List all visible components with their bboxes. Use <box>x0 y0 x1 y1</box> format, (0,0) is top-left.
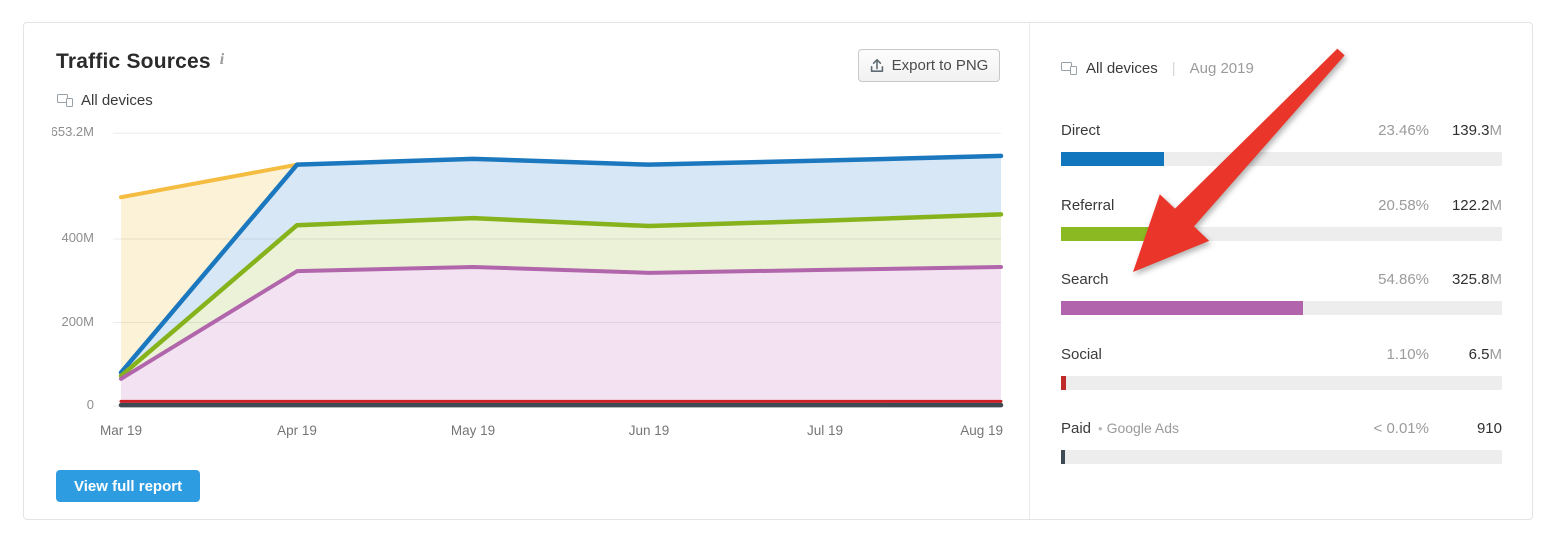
source-label: Referral <box>1061 197 1115 214</box>
x-axis-tick: May 19 <box>450 423 496 438</box>
source-sublabel: Google Ads <box>1106 420 1179 436</box>
device-filter-label: All devices <box>81 92 153 109</box>
source-value: 6.5M <box>1468 346 1502 363</box>
source-bar-fill <box>1061 152 1165 166</box>
source-label: Social <box>1061 346 1102 363</box>
source-bar-track <box>1061 152 1502 166</box>
source-percent: 54.86% <box>1378 271 1429 288</box>
source-label: Paid <box>1061 420 1092 437</box>
x-axis-tick: Jul 19 <box>806 423 844 438</box>
view-full-report-button[interactable]: View full report <box>56 470 201 502</box>
device-filter-label: All devices <box>1086 60 1158 77</box>
period-label: Aug 2019 <box>1189 60 1254 77</box>
export-png-button[interactable]: Export to PNG <box>858 49 1000 82</box>
y-axis-tick: 653.2M <box>52 126 94 140</box>
source-bar-fill <box>1061 227 1152 241</box>
source-percent: 20.58% <box>1378 197 1429 214</box>
title-row: Traffic Sources i <box>56 50 224 74</box>
x-axis-tick: Mar 19 <box>99 423 143 438</box>
source-value: 139.3M <box>1451 122 1502 139</box>
separator: | <box>1171 60 1176 77</box>
x-axis-tick: Apr 19 <box>277 423 317 438</box>
source-bar-track <box>1061 450 1502 464</box>
source-label: Direct <box>1061 122 1101 139</box>
source-row-search: Search 54.86% 325.8M <box>1061 271 1502 319</box>
source-row-social: Social 1.10% 6.5M <box>1061 346 1502 394</box>
source-percent: 23.46% <box>1378 122 1429 139</box>
dot-separator: • <box>1098 421 1103 436</box>
x-axis-tick: Aug 19 <box>960 423 1003 438</box>
source-bar-fill <box>1061 450 1065 464</box>
source-value: 325.8M <box>1451 271 1502 288</box>
y-axis-tick: 0 <box>86 397 94 412</box>
chart-section: Traffic Sources i Export to PNG All devi… <box>24 23 1030 519</box>
source-label: Search <box>1061 271 1109 288</box>
widget-title: Traffic Sources <box>56 50 211 73</box>
info-icon[interactable]: i <box>219 51 225 68</box>
source-bar-track <box>1061 301 1502 315</box>
source-row-referral: Referral 20.58% 122.2M <box>1061 197 1502 245</box>
y-axis-tick: 200M <box>61 313 94 329</box>
source-percent: 1.10% <box>1386 346 1429 363</box>
export-icon <box>870 59 883 72</box>
source-bar-fill <box>1061 376 1066 390</box>
device-filter: All devices <box>57 92 153 109</box>
source-bar-fill <box>1061 301 1303 315</box>
traffic-chart[interactable] <box>52 126 1006 416</box>
source-row-paid: Paid • Google Ads < 0.01% 910 <box>1061 420 1502 468</box>
devices-icon <box>1061 62 1077 75</box>
source-row-direct: Direct 23.46% 139.3M <box>1061 122 1502 170</box>
x-axis-tick: Jun 19 <box>628 423 670 438</box>
source-value: 910 <box>1476 420 1502 437</box>
export-button-label: Export to PNG <box>891 57 989 74</box>
source-bar-track <box>1061 376 1502 390</box>
sources-panel: All devices | Aug 2019 Direct 23.46% 139… <box>1031 23 1532 519</box>
sources-panel-header: All devices | Aug 2019 <box>1061 60 1254 77</box>
devices-icon <box>57 94 73 107</box>
source-value: 122.2M <box>1451 197 1502 214</box>
source-bar-track <box>1061 227 1502 241</box>
source-percent: < 0.01% <box>1373 420 1429 437</box>
traffic-sources-widget: Traffic Sources i Export to PNG All devi… <box>23 22 1533 520</box>
chart-area[interactable]: 653.2M 400M 200M 0 Mar 19 Apr 19 May 19 Jun 19 J… <box>52 126 1006 448</box>
y-axis-tick: 400M <box>61 230 94 245</box>
